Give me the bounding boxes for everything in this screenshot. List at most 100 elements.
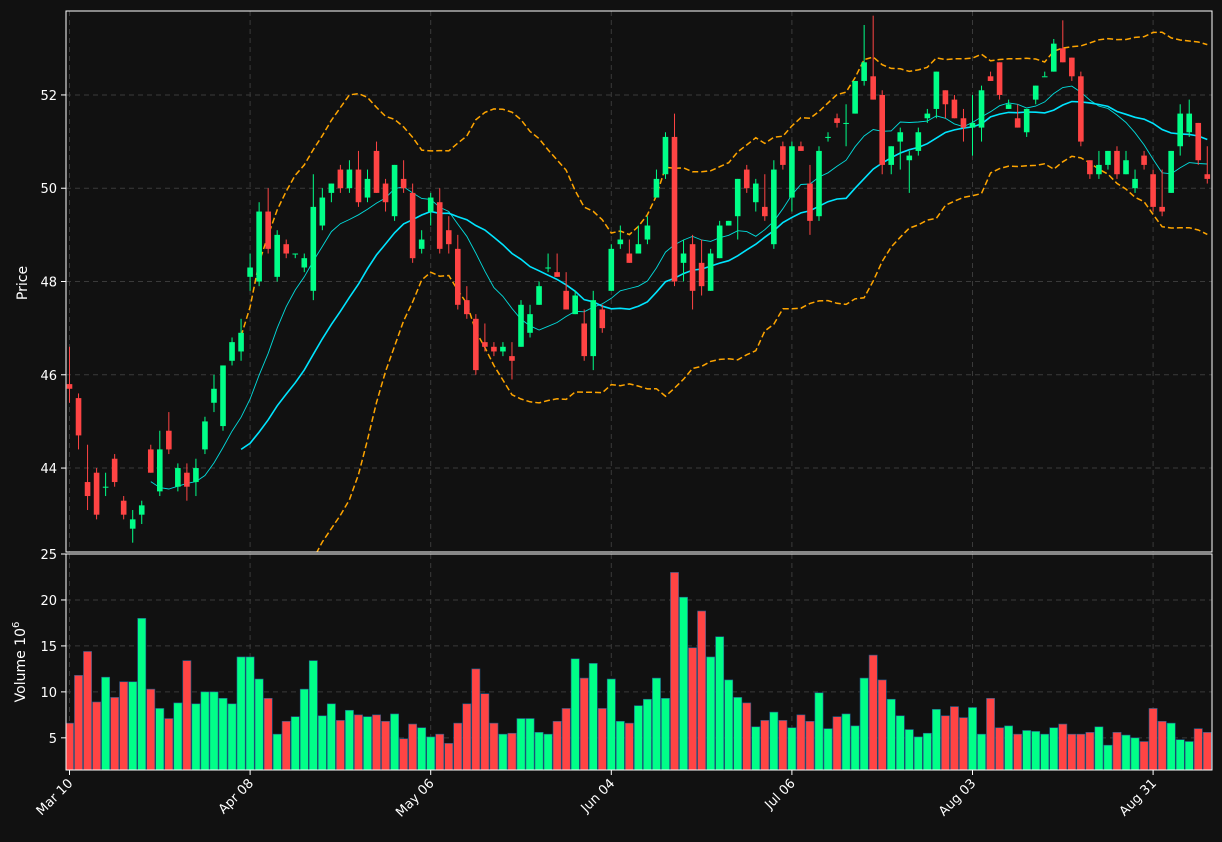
volume-bar (408, 723, 418, 770)
volume-bar (652, 677, 661, 770)
volume-bar (200, 691, 210, 770)
bollinger-lower-line (316, 155, 1208, 552)
candle-body (816, 150, 822, 217)
candle-body (147, 449, 154, 473)
candle-body (825, 136, 831, 138)
candle-body (301, 258, 308, 268)
volume-bar (579, 677, 589, 770)
volume-bar (841, 713, 851, 770)
candle-body (653, 178, 660, 198)
candle-body (725, 220, 732, 226)
volume-plot-area (66, 572, 1212, 770)
candle-body (996, 62, 1003, 95)
volume-bar (1067, 733, 1077, 770)
candle-body (138, 505, 145, 515)
volume-bar (345, 709, 354, 770)
candle-body (743, 169, 750, 189)
volume-bar (643, 698, 652, 770)
candle-body (617, 239, 624, 245)
candle-body (680, 253, 687, 263)
candle-body (211, 388, 217, 403)
volume-bar (417, 727, 427, 770)
candle-body (662, 136, 669, 175)
bollinger-upper-line (240, 31, 1208, 337)
volume-bar (769, 711, 779, 770)
volume-bar (805, 720, 815, 770)
candle-body (1141, 155, 1147, 165)
volume-bar (381, 720, 390, 770)
volume-bar (570, 658, 580, 770)
candle-body (752, 183, 759, 203)
volume-bar (742, 702, 752, 770)
candle-body (1032, 85, 1039, 100)
candle-body (915, 132, 922, 151)
volume-bar (941, 715, 950, 770)
volume-bar (597, 708, 607, 770)
candle-body (120, 500, 127, 515)
volume-bar (245, 656, 255, 770)
candle-body (807, 183, 813, 221)
candle-body (1150, 174, 1156, 207)
candle-body (897, 132, 904, 142)
candle-body (626, 253, 633, 263)
candle-body (265, 211, 271, 249)
candle-body (1159, 206, 1165, 212)
volume-bar (236, 656, 246, 770)
volume-bar (507, 732, 517, 770)
volume-bar (363, 716, 372, 770)
volume-bar (814, 692, 824, 770)
volume-axis-label-exponent: 6 (11, 622, 22, 628)
candle-body (563, 290, 569, 310)
volume-bar (1157, 720, 1167, 770)
candle-body (500, 346, 506, 352)
volume-axis-label: Volume 106 (11, 622, 29, 703)
volume-bar (191, 703, 201, 770)
volume-bar (868, 654, 878, 770)
volume-bar (1193, 728, 1203, 770)
volume-bar (128, 681, 138, 770)
volume-bar (372, 714, 381, 770)
volume-bar (968, 707, 977, 770)
candle-body (906, 155, 913, 161)
volume-bar (444, 743, 454, 770)
candle-body (635, 244, 642, 254)
candle-body (75, 398, 82, 436)
volume-bar (1094, 726, 1104, 770)
candle-body (491, 346, 497, 352)
volume-bar (137, 618, 147, 770)
volume-bar (1184, 741, 1194, 770)
volume-bar (697, 610, 706, 770)
candle-body (1060, 48, 1066, 63)
candle-body (1005, 104, 1012, 109)
candle-body (1050, 43, 1057, 72)
candle-body (771, 169, 777, 245)
price-axis-label: Price (15, 266, 31, 300)
candle-body (879, 94, 885, 165)
candle-body (734, 178, 741, 217)
volume-bar (1013, 733, 1023, 770)
volume-bar (66, 722, 74, 770)
volume-bar (182, 660, 192, 770)
candle-body (66, 384, 73, 389)
price-tick-label: 52 (40, 89, 57, 104)
candle-body (355, 169, 362, 203)
volume-bar (227, 703, 237, 770)
candle-body (554, 272, 560, 277)
volume-bar (354, 714, 363, 770)
candle-body (545, 267, 551, 269)
candle-body (698, 262, 705, 287)
volume-bar (1085, 732, 1095, 770)
candle-body (111, 458, 118, 483)
volume-bar (760, 720, 770, 770)
volume-bar (895, 715, 905, 770)
candle-body (581, 323, 588, 357)
volume-bar (218, 698, 228, 770)
volume-bar (263, 698, 273, 770)
candle-body (644, 225, 651, 240)
candle-body (1078, 76, 1084, 142)
sma-fast-line (150, 85, 1208, 490)
candle-body (400, 178, 407, 189)
volume-bar (715, 636, 725, 770)
candle-body (527, 314, 533, 333)
